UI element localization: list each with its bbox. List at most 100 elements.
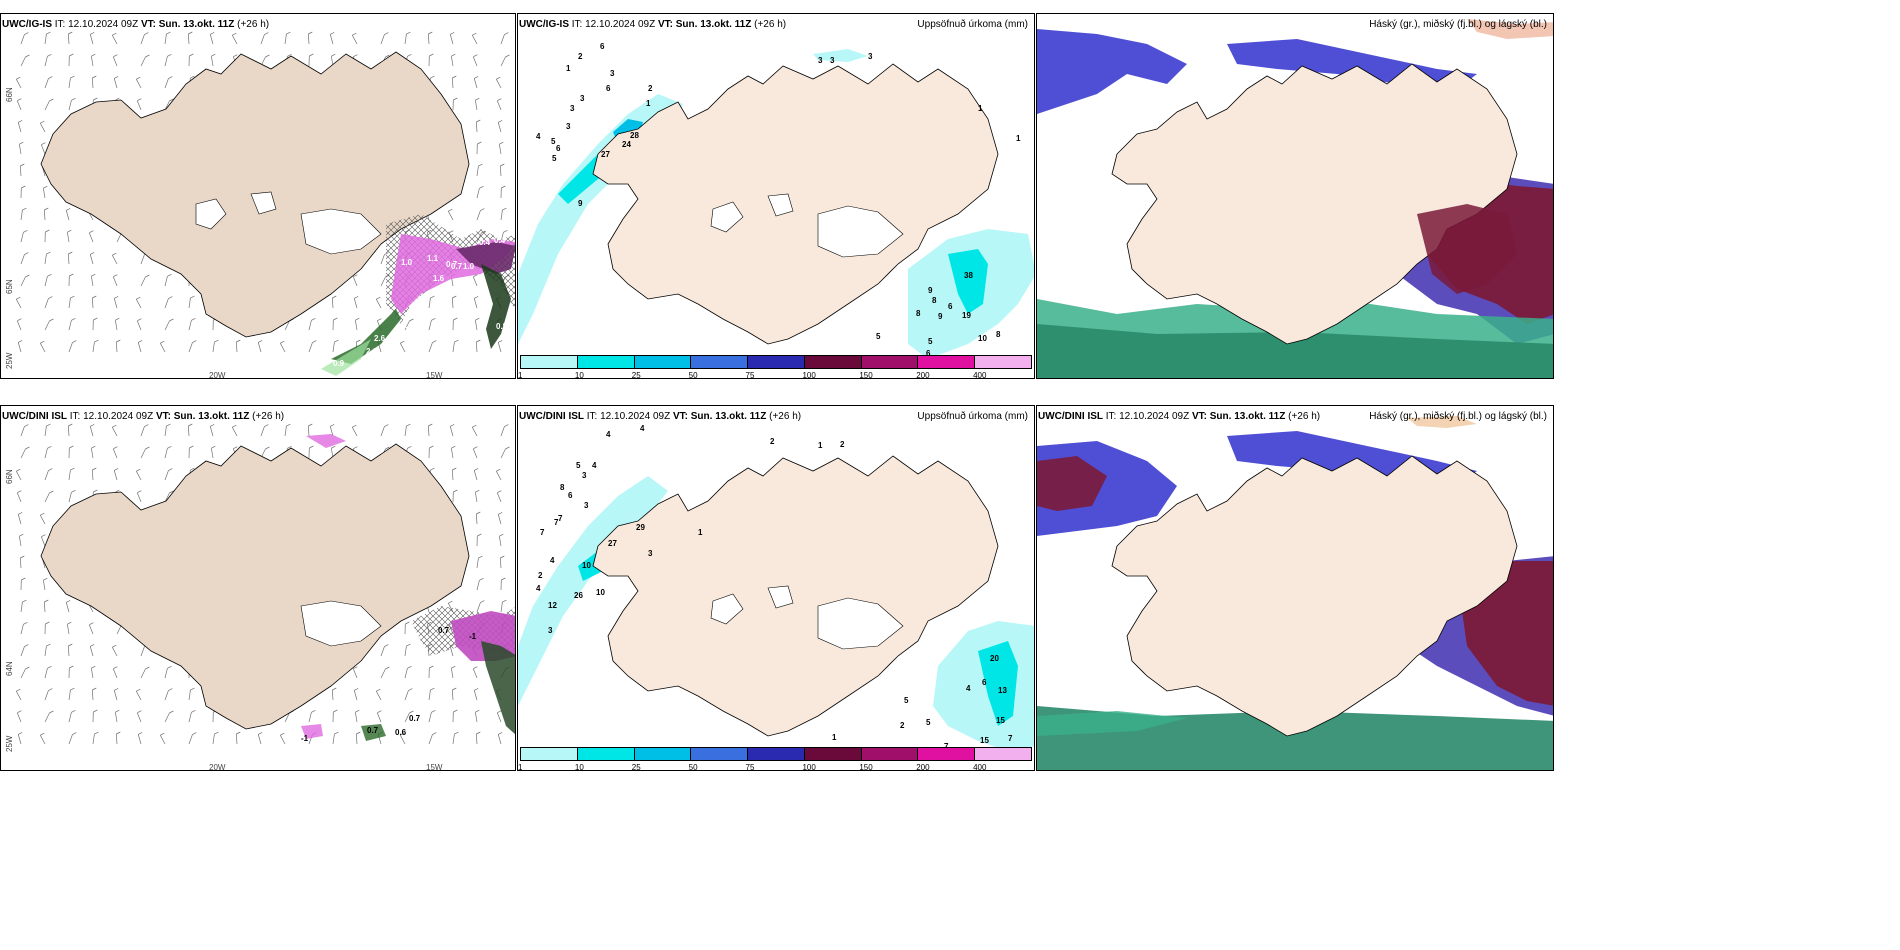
value-label: 3 bbox=[566, 122, 571, 131]
panel-precip-dini: UWC/DINI ISL IT: 12.10.2024 09Z VT: Sun.… bbox=[517, 405, 1035, 771]
value-label: 2 bbox=[538, 571, 543, 580]
lat-label: 65N bbox=[5, 279, 14, 294]
wind-map bbox=[15, 31, 515, 376]
value-label: 0.8 bbox=[496, 322, 508, 331]
value-label: 4 bbox=[550, 556, 555, 565]
value-label: 13 bbox=[998, 686, 1007, 695]
colorbar-tick-label: 200 bbox=[916, 763, 930, 771]
value-label: 8 bbox=[560, 483, 565, 492]
value-label: 7 bbox=[558, 514, 563, 523]
value-label: 2 bbox=[770, 437, 775, 446]
value-label: 6 bbox=[568, 491, 573, 500]
value-label: 38 bbox=[964, 271, 973, 280]
value-label: 4 bbox=[592, 461, 597, 470]
lat-label: 66N bbox=[5, 87, 14, 102]
value-label: 4 bbox=[536, 584, 541, 593]
value-label: 0.7 bbox=[446, 260, 458, 269]
value-label: 19 bbox=[962, 311, 971, 320]
panel-title: UWC/DINI ISL IT: 12.10.2024 09Z VT: Sun.… bbox=[1038, 411, 1321, 422]
colorbar-cell bbox=[975, 356, 1032, 368]
colorbar-tick-label: 50 bbox=[688, 763, 698, 771]
panel-title: UWC/DINI ISL IT: 12.10.2024 09Z VT: Sun.… bbox=[2, 411, 285, 422]
value-label: 2 bbox=[840, 440, 845, 449]
precip-colorbar bbox=[520, 747, 1032, 761]
panel-subtitle: Háský (gr.), miðský (fj.bl.) og lágský (… bbox=[1369, 411, 1547, 422]
value-label: 0.7 bbox=[438, 626, 450, 635]
value-label: 3 bbox=[582, 471, 587, 480]
panel-title: UWC/IG-IS IT: 12.10.2024 09Z VT: Sun. 13… bbox=[2, 19, 270, 30]
lon-label: 20W bbox=[209, 371, 226, 379]
value-label: 10 bbox=[596, 588, 605, 597]
value-label: 0.9 bbox=[333, 359, 345, 368]
value-label: 1 bbox=[1016, 134, 1021, 143]
value-label: 2 bbox=[900, 721, 905, 730]
colorbar-tick-label: 75 bbox=[745, 763, 755, 771]
value-label: 5 bbox=[576, 461, 581, 470]
value-label: 6 bbox=[600, 42, 605, 51]
colorbar-tick-label: 25 bbox=[631, 763, 641, 771]
value-label: 1.0 bbox=[463, 262, 475, 271]
panel-subtitle: Háský (gr.), miðský (fj.bl.) og lágský (… bbox=[1369, 19, 1547, 30]
value-label: 4 bbox=[606, 430, 611, 439]
panel-title: UWC/IG-IS IT: 12.10.2024 09Z VT: Sun. 13… bbox=[1038, 19, 1306, 30]
value-label: 0.7 bbox=[367, 726, 379, 735]
colorbar-tick-label: 1 bbox=[518, 763, 523, 771]
value-label: 0.4 bbox=[494, 236, 506, 245]
value-label: 5 bbox=[926, 718, 931, 727]
value-label: 29 bbox=[636, 523, 645, 532]
colorbar-tick-label: 50 bbox=[688, 371, 698, 379]
value-label: 3 bbox=[570, 104, 575, 113]
value-label: 7 bbox=[1008, 734, 1013, 743]
value-label: 4 bbox=[966, 684, 971, 693]
precip-colorbar-ticks: 1 10 25 50 75 100 150 200 400 bbox=[518, 371, 1032, 379]
colorbar-cell bbox=[748, 748, 805, 760]
lat-label: 25W bbox=[5, 735, 14, 752]
value-label: 1 bbox=[978, 104, 983, 113]
lon-label: 15W bbox=[426, 763, 443, 771]
value-label: 20 bbox=[990, 654, 999, 663]
colorbar-tick-label: 1 bbox=[518, 371, 523, 379]
colorbar-cell bbox=[918, 356, 976, 368]
colorbar-tick-label: 400 bbox=[973, 763, 987, 771]
colorbar-tick-label: 150 bbox=[859, 763, 873, 771]
value-label: 1.0 bbox=[401, 258, 413, 267]
value-label: 2.6 bbox=[366, 347, 378, 356]
precip-map bbox=[518, 49, 1034, 359]
colorbar-cell bbox=[861, 748, 919, 760]
panel-wind-dini: UWC/DINI ISL IT: 12.10.2024 09Z VT: Sun.… bbox=[0, 405, 516, 771]
value-label: 3 bbox=[868, 52, 873, 61]
value-label: 5 bbox=[552, 154, 557, 163]
colorbar-tick-label: 75 bbox=[745, 371, 755, 379]
value-label: 5 bbox=[928, 337, 933, 346]
panel-title: UWC/DINI ISL IT: 12.10.2024 09Z VT: Sun.… bbox=[519, 411, 802, 422]
panel-title: UWC/IG-IS IT: 12.10.2024 09Z VT: Sun. 13… bbox=[519, 19, 787, 30]
lat-label: 25W bbox=[5, 352, 14, 369]
value-label: 5 bbox=[904, 696, 909, 705]
value-label: -1 bbox=[469, 632, 477, 641]
value-label: 0.7 bbox=[409, 714, 421, 723]
value-label: 3 bbox=[610, 69, 615, 78]
value-label: 1 bbox=[698, 528, 703, 537]
value-label: 5 bbox=[551, 137, 556, 146]
lon-label: 15W bbox=[426, 371, 443, 379]
value-label: 26 bbox=[574, 591, 583, 600]
colorbar-cell bbox=[861, 356, 919, 368]
panel-cloud-igis: UWC/IG-IS IT: 12.10.2024 09Z VT: Sun. 13… bbox=[1036, 13, 1554, 379]
value-label: 9 bbox=[928, 286, 933, 295]
colorbar-tick-label: 200 bbox=[916, 371, 930, 379]
wind-map bbox=[15, 423, 515, 745]
value-label: 1 bbox=[818, 441, 823, 450]
value-label: 6 bbox=[606, 84, 611, 93]
colorbar-cell bbox=[804, 748, 862, 760]
lat-label: 64N bbox=[5, 661, 14, 676]
value-label: 4 bbox=[536, 132, 541, 141]
value-label: 3 bbox=[584, 501, 589, 510]
value-label: 3 bbox=[648, 549, 653, 558]
value-label: 15 bbox=[996, 716, 1005, 725]
panel-precip-igis: UWC/IG-IS IT: 12.10.2024 09Z VT: Sun. 13… bbox=[517, 13, 1035, 379]
value-label: 15 bbox=[980, 736, 989, 745]
value-label: 10 bbox=[978, 334, 987, 343]
colorbar-cell bbox=[804, 356, 862, 368]
precip-map bbox=[518, 455, 1034, 751]
colorbar-cell bbox=[748, 356, 805, 368]
